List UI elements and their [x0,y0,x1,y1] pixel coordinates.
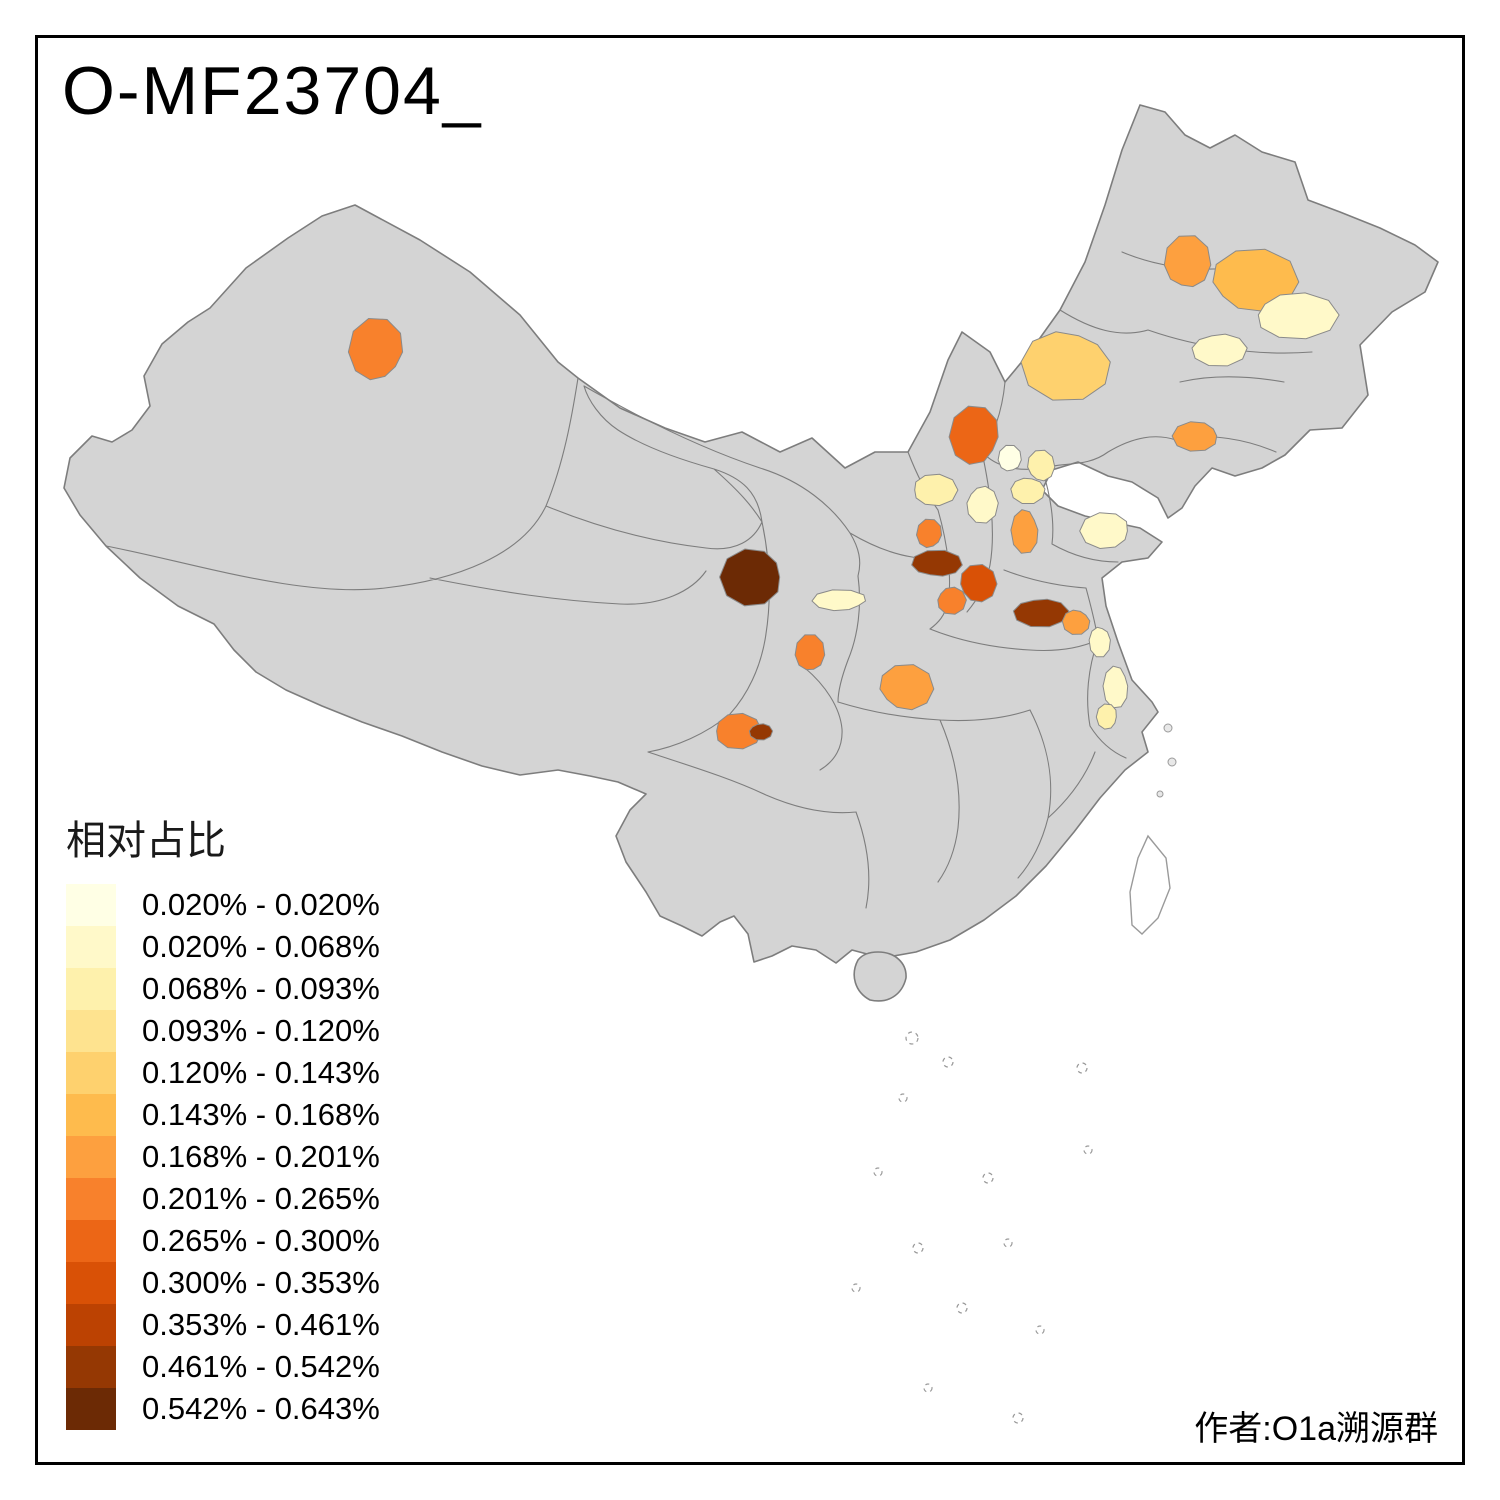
sea-islet [1076,1062,1088,1074]
sea-islet [905,1031,919,1045]
islet-dot [1156,790,1164,798]
legend-range-label: 0.353% - 0.461% [142,1307,380,1342]
legend-swatch [66,1388,116,1430]
map-region [997,444,1022,472]
map-province-borders [105,251,1313,909]
legend-range-label: 0.542% - 0.643% [142,1391,380,1426]
map-region [1020,331,1111,401]
map-region [716,712,763,750]
map-region [1257,292,1340,340]
islet-dot [1167,757,1177,767]
sea-islet [898,1093,908,1103]
legend-items: 0.020% - 0.020% 0.020% - 0.068% 0.068% - 0… [66,884,380,1430]
legend-swatch [66,884,116,926]
legend-swatch [66,1010,116,1052]
map-region [719,548,781,607]
sea-islet [923,1383,933,1393]
author-credit: 作者:O1a溯源群 [1194,1410,1438,1448]
legend-swatch [66,968,116,1010]
sea-islet [912,1242,924,1254]
legend-swatch [66,926,116,968]
map-region [1010,477,1046,504]
legend-item: 0.353% - 0.461% [66,1304,380,1346]
map-region [914,473,959,507]
figure-title: O-MF23704_ [62,53,483,129]
map-region [937,586,967,615]
legend-title: 相对占比 [66,819,226,863]
sea-islet [873,1167,883,1177]
map-region [1012,598,1070,628]
legend-item: 0.120% - 0.143% [66,1052,380,1094]
legend-range-label: 0.265% - 0.300% [142,1223,380,1258]
south-sea-islets [851,1031,1093,1424]
map-hainan-island [853,951,907,1002]
map-region [748,723,774,741]
map-region [1088,626,1111,658]
legend-range-label: 0.143% - 0.168% [142,1097,380,1132]
sea-islet [1035,1325,1045,1335]
legend-range-label: 0.120% - 0.143% [142,1055,380,1090]
legend-item: 0.020% - 0.068% [66,926,380,968]
legend-item: 0.168% - 0.201% [66,1136,380,1178]
map-region [811,589,867,612]
legend-swatch [66,1262,116,1304]
coastal-islets [1156,723,1177,798]
legend-range-label: 0.020% - 0.020% [142,887,380,922]
legend-item: 0.542% - 0.643% [66,1388,380,1430]
legend-item: 0.020% - 0.020% [66,884,380,926]
legend-swatch [66,1304,116,1346]
legend-range-label: 0.168% - 0.201% [142,1139,380,1174]
legend-range-label: 0.201% - 0.265% [142,1181,380,1216]
legend-item: 0.068% - 0.093% [66,968,380,1010]
map-region [1027,449,1056,482]
legend-item: 0.093% - 0.120% [66,1010,380,1052]
legend-item: 0.265% - 0.300% [66,1220,380,1262]
sea-islet [851,1283,861,1293]
sea-islet [942,1056,954,1068]
map-region [1171,421,1218,452]
map-region [1095,703,1117,730]
legend-item: 0.201% - 0.265% [66,1178,380,1220]
sea-islet [1003,1238,1013,1248]
sea-islet [1012,1412,1024,1424]
map-region [1079,512,1128,550]
map-taiwan-island [1129,834,1171,935]
map-region [347,317,404,381]
sea-islet [982,1172,994,1184]
sea-islet [1083,1145,1093,1155]
map-region [1061,609,1091,635]
legend-swatch [66,1136,116,1178]
map-region [915,518,943,549]
map-region [911,549,963,577]
islet-dot [1163,723,1173,733]
map-region [948,405,999,465]
legend-range-label: 0.020% - 0.068% [142,929,380,964]
legend: 相对占比 0.020% - 0.020% 0.020% - 0.068% 0.068… [66,808,380,1430]
map-region [1010,509,1039,554]
map-regions-layer [347,235,1340,750]
legend-range-label: 0.461% - 0.542% [142,1349,380,1384]
legend-swatch [66,1052,116,1094]
legend-range-label: 0.093% - 0.120% [142,1013,380,1048]
map-region [879,664,935,711]
map-region [966,485,999,524]
legend-item: 0.461% - 0.542% [66,1346,380,1388]
legend-range-label: 0.300% - 0.353% [142,1265,380,1300]
map-region [1102,665,1129,709]
legend-swatch [66,1346,116,1388]
legend-swatch [66,1220,116,1262]
map-region [1163,235,1212,288]
legend-item: 0.300% - 0.353% [66,1262,380,1304]
map-region [960,563,998,603]
map-region [1191,333,1248,367]
legend-swatch [66,1178,116,1220]
sea-islet [956,1302,968,1314]
legend-item: 0.143% - 0.168% [66,1094,380,1136]
map-mainland [63,104,1439,964]
map-region [794,634,826,671]
legend-swatch [66,1094,116,1136]
legend-range-label: 0.068% - 0.093% [142,971,380,1006]
